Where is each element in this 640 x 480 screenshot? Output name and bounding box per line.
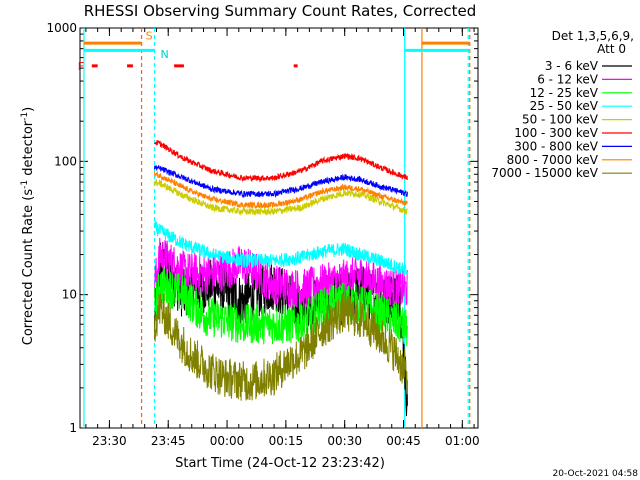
x-tick-label: 00:00 <box>210 434 245 448</box>
x-tick-label: 01:00 <box>445 434 480 448</box>
y-tick-label: 1000 <box>46 21 77 35</box>
series-line <box>154 139 408 183</box>
x-tick-label: 23:30 <box>92 434 127 448</box>
legend-title-line2: Att 0 <box>597 42 626 56</box>
chart-title: RHESSI Observing Summary Count Rates, Co… <box>84 2 477 20</box>
legend-label: 3 - 6 keV <box>545 59 599 73</box>
x-tick-label: 23:45 <box>151 434 186 448</box>
saa-marker: S <box>146 30 153 43</box>
legend-label: 300 - 800 keV <box>514 139 598 153</box>
plot-area: 1 10 100 1000 23:30 23:45 00:00 00:15 00:30 00:45… <box>46 21 479 448</box>
legend-label: 6 - 12 keV <box>537 72 599 86</box>
x-tick-label: 00:30 <box>327 434 362 448</box>
y-axis-label: Corrected Count Rate (s-1 detector-1) <box>20 107 36 345</box>
series-line <box>154 291 408 401</box>
series-line <box>154 178 408 217</box>
legend-label: 12 - 25 keV <box>530 86 599 100</box>
series-line <box>154 171 408 210</box>
x-axis-label: Start Time (24-Oct-12 23:23:42) <box>175 456 385 471</box>
legend-label: 50 - 100 keV <box>522 113 599 127</box>
y-tick-label: 10 <box>62 288 77 302</box>
plot-frame <box>79 27 479 429</box>
legend-label: 7000 - 15000 keV <box>491 166 598 180</box>
series-line <box>154 266 408 347</box>
series-line <box>154 164 408 199</box>
timestamp: 20-Oct-2021 04:58 <box>553 469 639 479</box>
legend-label: 800 - 7000 keV <box>507 153 599 167</box>
flare-marker: F <box>78 60 84 73</box>
series-line <box>154 220 408 275</box>
legend-label: 25 - 50 keV <box>530 99 599 113</box>
x-tick-label: 00:15 <box>269 434 304 448</box>
legend-title-line1: Det 1,3,5,6,9, <box>552 29 634 43</box>
series-line <box>154 237 408 309</box>
night-marker: N <box>161 48 169 61</box>
y-tick-label: 1 <box>69 421 77 435</box>
legend-label: 100 - 300 keV <box>514 126 598 140</box>
y-tick-label: 100 <box>54 154 77 168</box>
x-tick-label: 00:45 <box>386 434 421 448</box>
